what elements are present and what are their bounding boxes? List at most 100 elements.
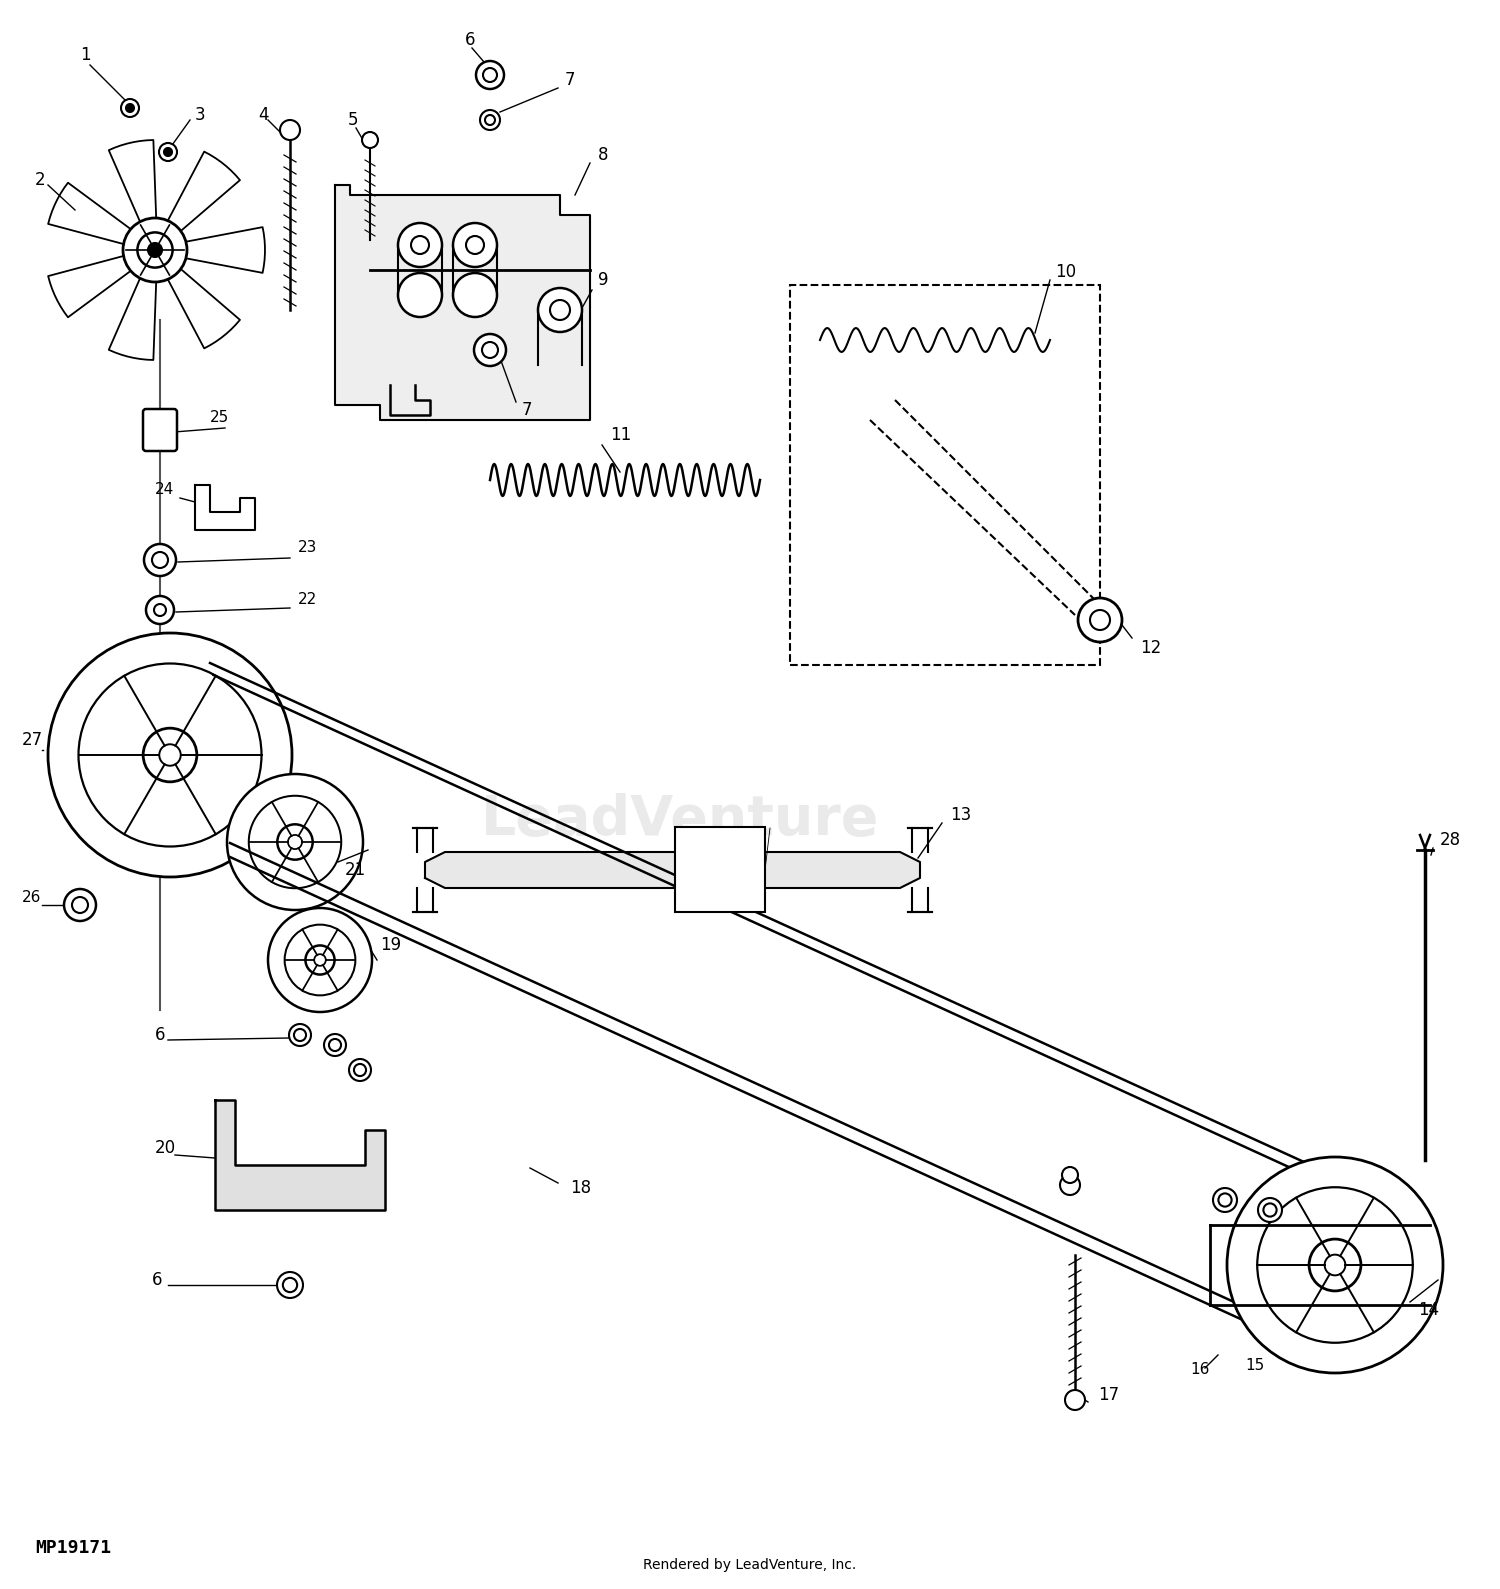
Circle shape [138,232,172,267]
Circle shape [152,551,168,567]
Circle shape [154,604,166,617]
Circle shape [1257,1187,1413,1343]
Circle shape [328,1039,340,1050]
Polygon shape [424,852,920,888]
Circle shape [1324,1255,1346,1276]
Circle shape [453,273,497,316]
Circle shape [398,222,442,267]
Circle shape [314,953,326,966]
Circle shape [1227,1157,1443,1373]
Circle shape [226,774,363,910]
Circle shape [362,132,378,148]
Circle shape [144,543,176,575]
Text: 2: 2 [34,172,45,189]
Circle shape [1060,1174,1080,1195]
Circle shape [1263,1203,1276,1217]
Polygon shape [110,278,156,361]
Text: 10: 10 [1054,264,1076,281]
Circle shape [1258,1198,1282,1222]
Polygon shape [168,269,240,348]
Text: 25: 25 [210,410,230,426]
Text: 12: 12 [1140,639,1161,656]
Circle shape [48,632,292,877]
Circle shape [538,288,582,332]
Text: 9: 9 [598,272,609,289]
Text: 14: 14 [1418,1301,1438,1319]
Circle shape [476,60,504,89]
Text: 20: 20 [154,1139,176,1157]
Text: 23: 23 [298,540,318,556]
Text: 11: 11 [610,426,632,443]
Circle shape [285,925,356,995]
Text: 13: 13 [950,806,972,825]
Circle shape [148,243,162,257]
Polygon shape [48,256,130,318]
Circle shape [411,237,429,254]
Circle shape [480,110,500,130]
Circle shape [278,825,312,860]
Circle shape [146,596,174,624]
Polygon shape [214,1100,386,1209]
Circle shape [483,68,496,83]
Circle shape [72,898,88,914]
Text: 6: 6 [154,1026,165,1044]
Circle shape [1078,597,1122,642]
Polygon shape [48,183,130,245]
Circle shape [64,888,96,922]
Circle shape [268,907,372,1012]
Circle shape [288,834,302,849]
Text: 7: 7 [566,72,576,89]
Circle shape [1065,1390,1084,1409]
Circle shape [290,1023,310,1046]
Circle shape [354,1065,366,1076]
Text: 24: 24 [154,483,174,497]
Circle shape [474,334,506,365]
Circle shape [453,222,497,267]
Text: 7: 7 [522,400,532,419]
Circle shape [122,99,140,118]
Circle shape [1310,1239,1360,1290]
Polygon shape [334,184,590,419]
Circle shape [142,728,196,782]
Circle shape [280,121,300,140]
Text: 18: 18 [570,1179,591,1197]
Polygon shape [168,151,240,230]
Text: 28: 28 [1440,831,1461,849]
Circle shape [278,1273,303,1298]
Bar [675,826,765,912]
Circle shape [484,114,495,126]
Circle shape [1090,610,1110,629]
Circle shape [306,945,334,974]
Circle shape [1062,1166,1078,1182]
Circle shape [159,744,180,766]
Circle shape [123,218,188,281]
Text: 4: 4 [258,106,268,124]
Text: 5: 5 [348,111,358,129]
Polygon shape [186,227,266,273]
Text: Rendered by LeadVenture, Inc.: Rendered by LeadVenture, Inc. [644,1557,856,1572]
Text: 6: 6 [465,32,476,49]
Circle shape [249,796,340,888]
Text: MP19171: MP19171 [34,1540,111,1557]
Circle shape [324,1034,346,1057]
Circle shape [550,300,570,319]
Polygon shape [110,140,156,222]
Circle shape [78,664,261,847]
Text: 8: 8 [598,146,609,164]
Circle shape [398,273,442,316]
Bar [790,284,1100,666]
Text: 17: 17 [1098,1386,1119,1405]
Circle shape [164,148,172,156]
Circle shape [1214,1189,1237,1212]
Text: 3: 3 [195,106,206,124]
Circle shape [159,143,177,160]
Circle shape [126,103,134,111]
Text: 27: 27 [22,731,44,748]
Circle shape [284,1278,297,1292]
Text: 6: 6 [152,1271,162,1289]
Text: 26: 26 [22,890,42,906]
Circle shape [466,237,484,254]
Circle shape [1218,1193,1231,1206]
Text: 15: 15 [1245,1357,1264,1373]
Circle shape [350,1058,370,1081]
